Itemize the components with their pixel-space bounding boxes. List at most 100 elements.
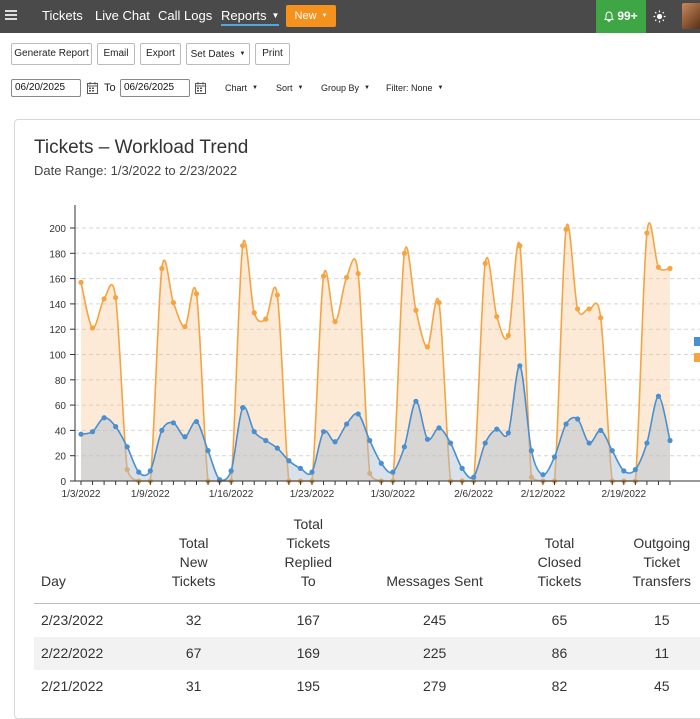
print-button[interactable]: Print: [255, 43, 290, 65]
series-1-point: [655, 264, 662, 270]
column-header[interactable]: Total New Tickets: [171, 535, 216, 589]
series-1-point: [528, 474, 535, 480]
series-1-point: [78, 279, 84, 285]
series-2-point: [551, 454, 558, 460]
sort-dropdown[interactable]: Sort ▼: [276, 83, 303, 93]
series-2-point: [494, 426, 500, 432]
y-tick-label: 200: [49, 224, 66, 235]
series-2-point: [505, 430, 511, 436]
y-tick-label: 40: [55, 426, 67, 437]
notification-count: 99+: [617, 9, 638, 23]
series-1-point: [101, 296, 107, 302]
nav-call-logs[interactable]: Call Logs: [158, 8, 213, 23]
series-1-point: [124, 467, 130, 473]
column-header[interactable]: Total Closed Tickets: [537, 535, 582, 589]
table-cell: 195: [296, 678, 320, 694]
series-2-point: [251, 429, 257, 435]
y-tick-label: 60: [55, 401, 67, 412]
y-tick-label: 160: [49, 275, 66, 286]
series-2-line: [80, 365, 671, 482]
filter-dropdown[interactable]: Filter: None ▼: [386, 83, 443, 93]
legend-swatch-series-1[interactable]: [694, 337, 700, 346]
chevron-down-icon: ▼: [321, 13, 328, 19]
series-2-point: [344, 421, 350, 427]
column-header[interactable]: Messages Sent: [386, 573, 483, 589]
chevron-down-icon: ▼: [252, 85, 258, 91]
series-1-point: [251, 310, 257, 316]
series-2-point: [101, 415, 107, 421]
series-1-point: [193, 291, 200, 297]
nav-live-chat[interactable]: Live Chat: [95, 8, 150, 23]
email-button[interactable]: Email: [97, 43, 135, 65]
column-header[interactable]: Total Tickets Replied To: [284, 516, 332, 589]
table-cell: 2/21/2022: [41, 678, 104, 694]
table-cell: 245: [422, 612, 447, 629]
series-1-point: [159, 265, 165, 272]
x-tick-label: 2/12/2022: [521, 489, 566, 500]
series-2-point: [471, 474, 477, 480]
table-cell: 167: [296, 612, 320, 629]
x-tick-label: 1/30/2022: [371, 489, 416, 500]
workload-trend-chart: 0 20 40 60 80 100 120 140 160 180 200 1/3/2022 1/9/2…: [49, 205, 700, 500]
set-dates-button[interactable]: Set Dates ▼: [186, 43, 250, 65]
series-2-point: [401, 444, 407, 450]
series-2-point: [621, 468, 627, 474]
from-date-input[interactable]: 06/20/2025: [11, 79, 81, 97]
y-tick-label: 120: [49, 325, 66, 336]
legend-swatch-series-2[interactable]: [694, 353, 700, 362]
report-table: Day Total New Tickets Total Tickets Replied To M…: [34, 515, 700, 703]
series-1-point: [170, 300, 176, 306]
table-row: 2/23/2022 32 167 245 65 15: [34, 604, 700, 637]
set-dates-label: Set Dates: [190, 49, 235, 60]
series-2-point: [355, 411, 361, 417]
calendar-icon[interactable]: [195, 82, 206, 94]
new-button[interactable]: New ▼: [286, 5, 336, 27]
series-1-point: [598, 315, 604, 321]
x-tick-label: 1/3/2022: [62, 489, 101, 500]
chevron-down-icon: ▼: [239, 51, 246, 57]
generate-report-button[interactable]: Generate Report: [11, 43, 92, 65]
calendar-icon[interactable]: [87, 82, 98, 94]
series-1-point: [424, 344, 431, 350]
avatar[interactable]: [682, 3, 700, 29]
series-2-point: [274, 445, 280, 451]
series-2-point: [286, 458, 292, 464]
series-2-point: [147, 468, 153, 474]
column-header[interactable]: Outgoing Ticket Transfers: [632, 535, 692, 589]
table-row: 2/21/2022 31 195 279 82 45: [34, 670, 700, 703]
series-2-point: [113, 424, 119, 430]
notifications-button[interactable]: 99+: [596, 0, 646, 33]
chart-subtitle: Date Range: 1/3/2022 to 2/23/2022: [34, 163, 238, 178]
series-2-point: [644, 440, 650, 446]
chart-dropdown-label: Chart: [225, 83, 248, 93]
menu-icon[interactable]: [5, 10, 17, 22]
table-cell: 31: [185, 678, 202, 694]
series-1-point: [436, 300, 442, 306]
series-1-point: [575, 306, 581, 312]
x-tick-label: 1/9/2022: [131, 489, 170, 500]
nav-tickets[interactable]: Tickets: [42, 8, 83, 23]
y-tick-label: 80: [55, 376, 67, 387]
series-1-point: [332, 319, 338, 325]
series-1-point: [494, 313, 500, 320]
chart-dropdown[interactable]: Chart ▼: [225, 83, 258, 93]
series-2-point: [124, 444, 130, 450]
theme-toggle-icon[interactable]: [653, 10, 666, 23]
series-1-point: [263, 316, 269, 322]
series-1-point: [413, 307, 419, 313]
to-date-input[interactable]: 06/26/2025: [120, 79, 190, 97]
nav-reports[interactable]: Reports ▼: [221, 8, 280, 26]
column-header[interactable]: Day: [41, 573, 66, 589]
series-2-point: [540, 472, 546, 478]
table-cell: 225: [422, 645, 447, 661]
series-1-point: [89, 325, 96, 331]
series-2-point: [332, 439, 338, 445]
series-1-point: [367, 470, 373, 477]
series-2-point: [598, 427, 604, 433]
series-1-point: [401, 250, 407, 256]
group-by-dropdown[interactable]: Group By ▼: [321, 83, 370, 93]
series-2-point: [459, 465, 465, 471]
report-card: [14, 119, 700, 719]
export-button[interactable]: Export: [140, 43, 181, 65]
series-2-point: [413, 398, 419, 404]
